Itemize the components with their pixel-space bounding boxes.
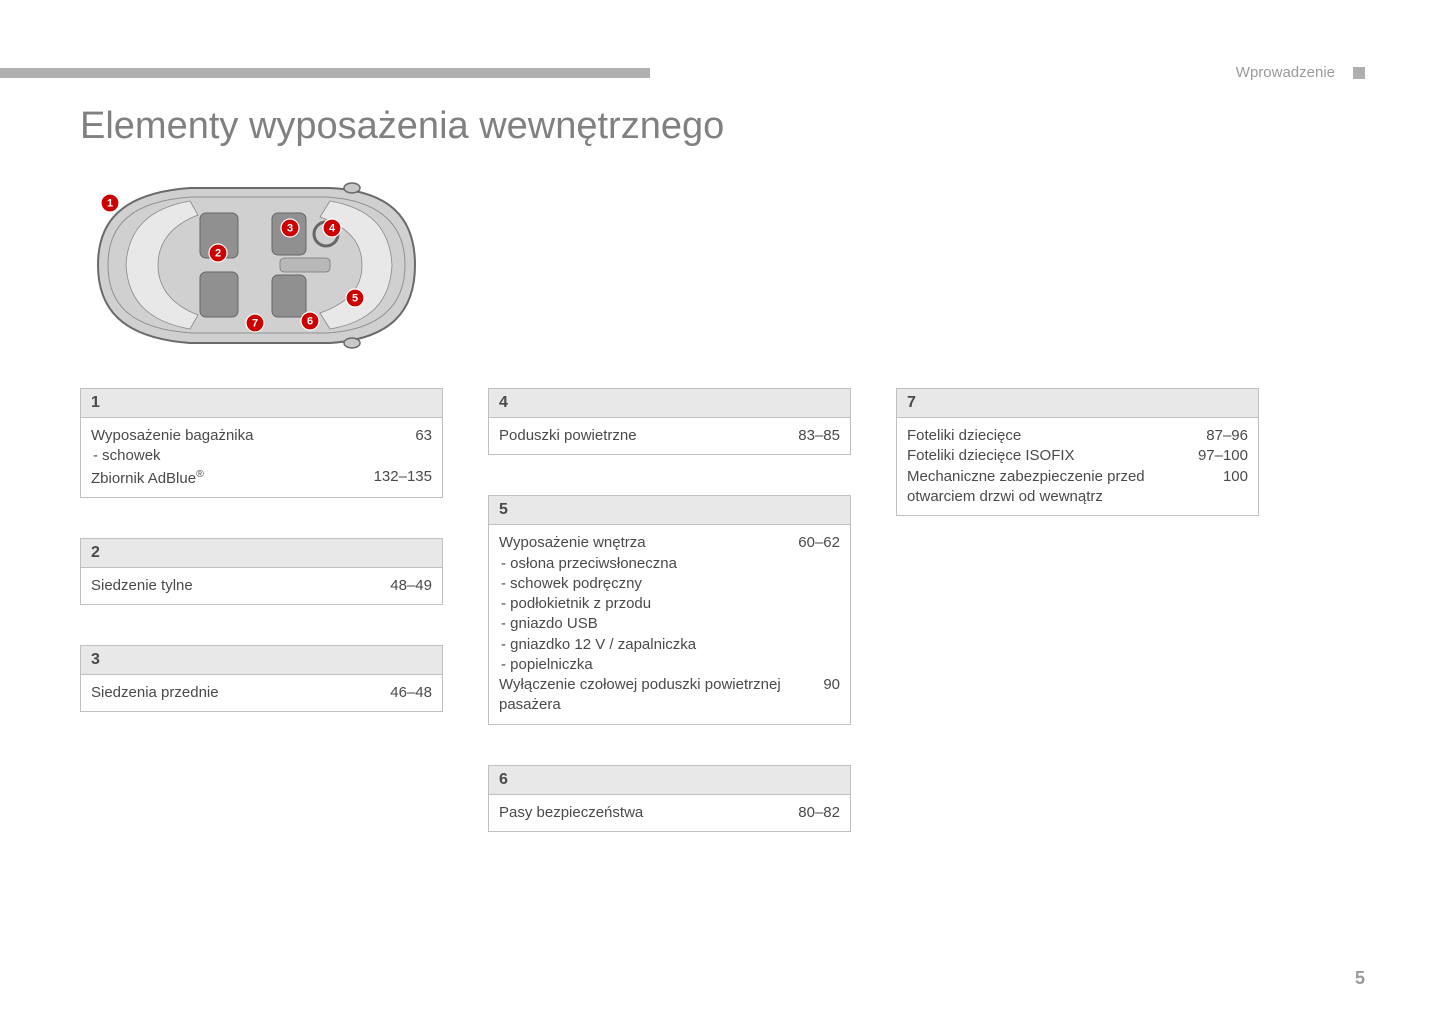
entry: Siedzenia przednie46–48 [91, 683, 432, 703]
entry-pages: 60–62 [788, 533, 840, 553]
entry: Pasy bezpieczeństwa80–82 [499, 803, 840, 823]
diagram-marker-label-4: 4 [329, 223, 336, 235]
diagram-marker-label-6: 6 [307, 316, 313, 328]
diagram-marker-label-3: 3 [287, 223, 293, 235]
info-box-4: 4 Poduszki powietrzne83–85 [488, 388, 851, 455]
info-box-header: 7 [897, 389, 1258, 418]
entry-sublist: schowek [91, 446, 432, 466]
entry-pages: 80–82 [788, 803, 840, 823]
info-box-2: 2 Siedzenie tylne48–49 [80, 538, 443, 605]
entry-pages: 87–96 [1196, 426, 1248, 446]
entry-sublist: osłona przeciwsłonecznaschowek podręczny… [499, 554, 840, 676]
entry-label: Siedzenie tylne [91, 576, 380, 596]
info-box-header: 2 [81, 539, 442, 568]
entry: Foteliki dziecięce87–96 [907, 426, 1248, 446]
info-box-6: 6 Pasy bezpieczeństwa80–82 [488, 765, 851, 832]
info-box-7: 7Foteliki dziecięce87–96Foteliki dziecię… [896, 388, 1259, 516]
page-title: Elementy wyposażenia wewnętrznego [80, 105, 1365, 148]
entry: Wyposażenie bagażnika63 [91, 426, 432, 446]
entry-label: Foteliki dziecięce [907, 426, 1196, 446]
column: 7Foteliki dziecięce87–96Foteliki dziecię… [896, 388, 1259, 516]
info-box-header: 1 [81, 389, 442, 418]
info-box-body: Pasy bezpieczeństwa80–82 [489, 795, 850, 831]
column: 1Wyposażenie bagażnika63schowekZbiornik … [80, 388, 443, 712]
entry-pages: 63 [405, 426, 432, 446]
entry: Foteliki dziecięce ISOFIX97–100 [907, 446, 1248, 466]
entry: Siedzenie tylne48–49 [91, 576, 432, 596]
sublist-item: schowek podręczny [499, 574, 840, 594]
info-box-header: 6 [489, 766, 850, 795]
entry-pages: 132–135 [364, 467, 432, 487]
entry: Wyłączenie czołowej poduszki powietrznej… [499, 675, 840, 716]
header-bar [0, 68, 650, 78]
entry-label: Mechaniczne zabezpieczenie przed otwarci… [907, 467, 1213, 508]
entry: Poduszki powietrzne83–85 [499, 426, 840, 446]
info-box-header: 5 [489, 496, 850, 525]
entry-pages: 100 [1213, 467, 1248, 487]
sublist-item: schowek [91, 446, 432, 466]
entry-pages: 83–85 [788, 426, 840, 446]
header-square-icon [1353, 67, 1365, 79]
column: 4Poduszki powietrzne83–855Wyposażenie wn… [488, 388, 851, 832]
sublist-item: gniazdo USB [499, 614, 840, 634]
info-box-body: Foteliki dziecięce87–96Foteliki dziecięc… [897, 418, 1258, 515]
content-columns: 1Wyposażenie bagażnika63schowekZbiornik … [80, 388, 1365, 832]
diagram-marker-label-1: 1 [107, 198, 113, 210]
header-right: Wprowadzenie [1236, 64, 1365, 81]
sublist-item: osłona przeciwsłoneczna [499, 554, 840, 574]
car-diagram: 1 2 3 4 5 6 7 [80, 173, 425, 358]
info-box-body: Siedzenie tylne48–49 [81, 568, 442, 604]
entry-pages: 97–100 [1188, 446, 1248, 466]
entry-label: Wyposażenie wnętrza [499, 533, 788, 553]
info-box-header: 4 [489, 389, 850, 418]
entry: Zbiornik AdBlue®132–135 [91, 467, 432, 489]
info-box-body: Poduszki powietrzne83–85 [489, 418, 850, 454]
info-box-body: Wyposażenie bagażnika63schowekZbiornik A… [81, 418, 442, 497]
page-number: 5 [1355, 968, 1365, 989]
sublist-item: popielniczka [499, 655, 840, 675]
section-label: Wprowadzenie [1236, 64, 1335, 81]
diagram-marker-label-7: 7 [252, 318, 258, 330]
entry-label: Zbiornik AdBlue® [91, 467, 364, 489]
entry-pages: 46–48 [380, 683, 432, 703]
diagram-marker-label-2: 2 [215, 248, 221, 260]
sublist-item: podłokietnik z przodu [499, 594, 840, 614]
entry-label: Poduszki powietrzne [499, 426, 788, 446]
info-box-body: Siedzenia przednie46–48 [81, 675, 442, 711]
info-box-header: 3 [81, 646, 442, 675]
entry-pages: 48–49 [380, 576, 432, 596]
diagram-marker-label-5: 5 [352, 293, 358, 305]
sublist-item: gniazdko 12 V / zapalniczka [499, 635, 840, 655]
info-box-1: 1Wyposażenie bagażnika63schowekZbiornik … [80, 388, 443, 498]
entry: Mechaniczne zabezpieczenie przed otwarci… [907, 467, 1248, 508]
entry-label: Wyposażenie bagażnika [91, 426, 405, 446]
entry-label: Foteliki dziecięce ISOFIX [907, 446, 1188, 466]
info-box-body: Wyposażenie wnętrza60–62osłona przeciwsł… [489, 525, 850, 723]
entry-pages: 90 [813, 675, 840, 695]
entry-label: Wyłączenie czołowej poduszki powietrznej… [499, 675, 813, 716]
entry-label: Siedzenia przednie [91, 683, 380, 703]
entry: Wyposażenie wnętrza60–62 [499, 533, 840, 553]
entry-label: Pasy bezpieczeństwa [499, 803, 788, 823]
info-box-3: 3 Siedzenia przednie46–48 [80, 645, 443, 712]
info-box-5: 5Wyposażenie wnętrza60–62osłona przeciws… [488, 495, 851, 724]
